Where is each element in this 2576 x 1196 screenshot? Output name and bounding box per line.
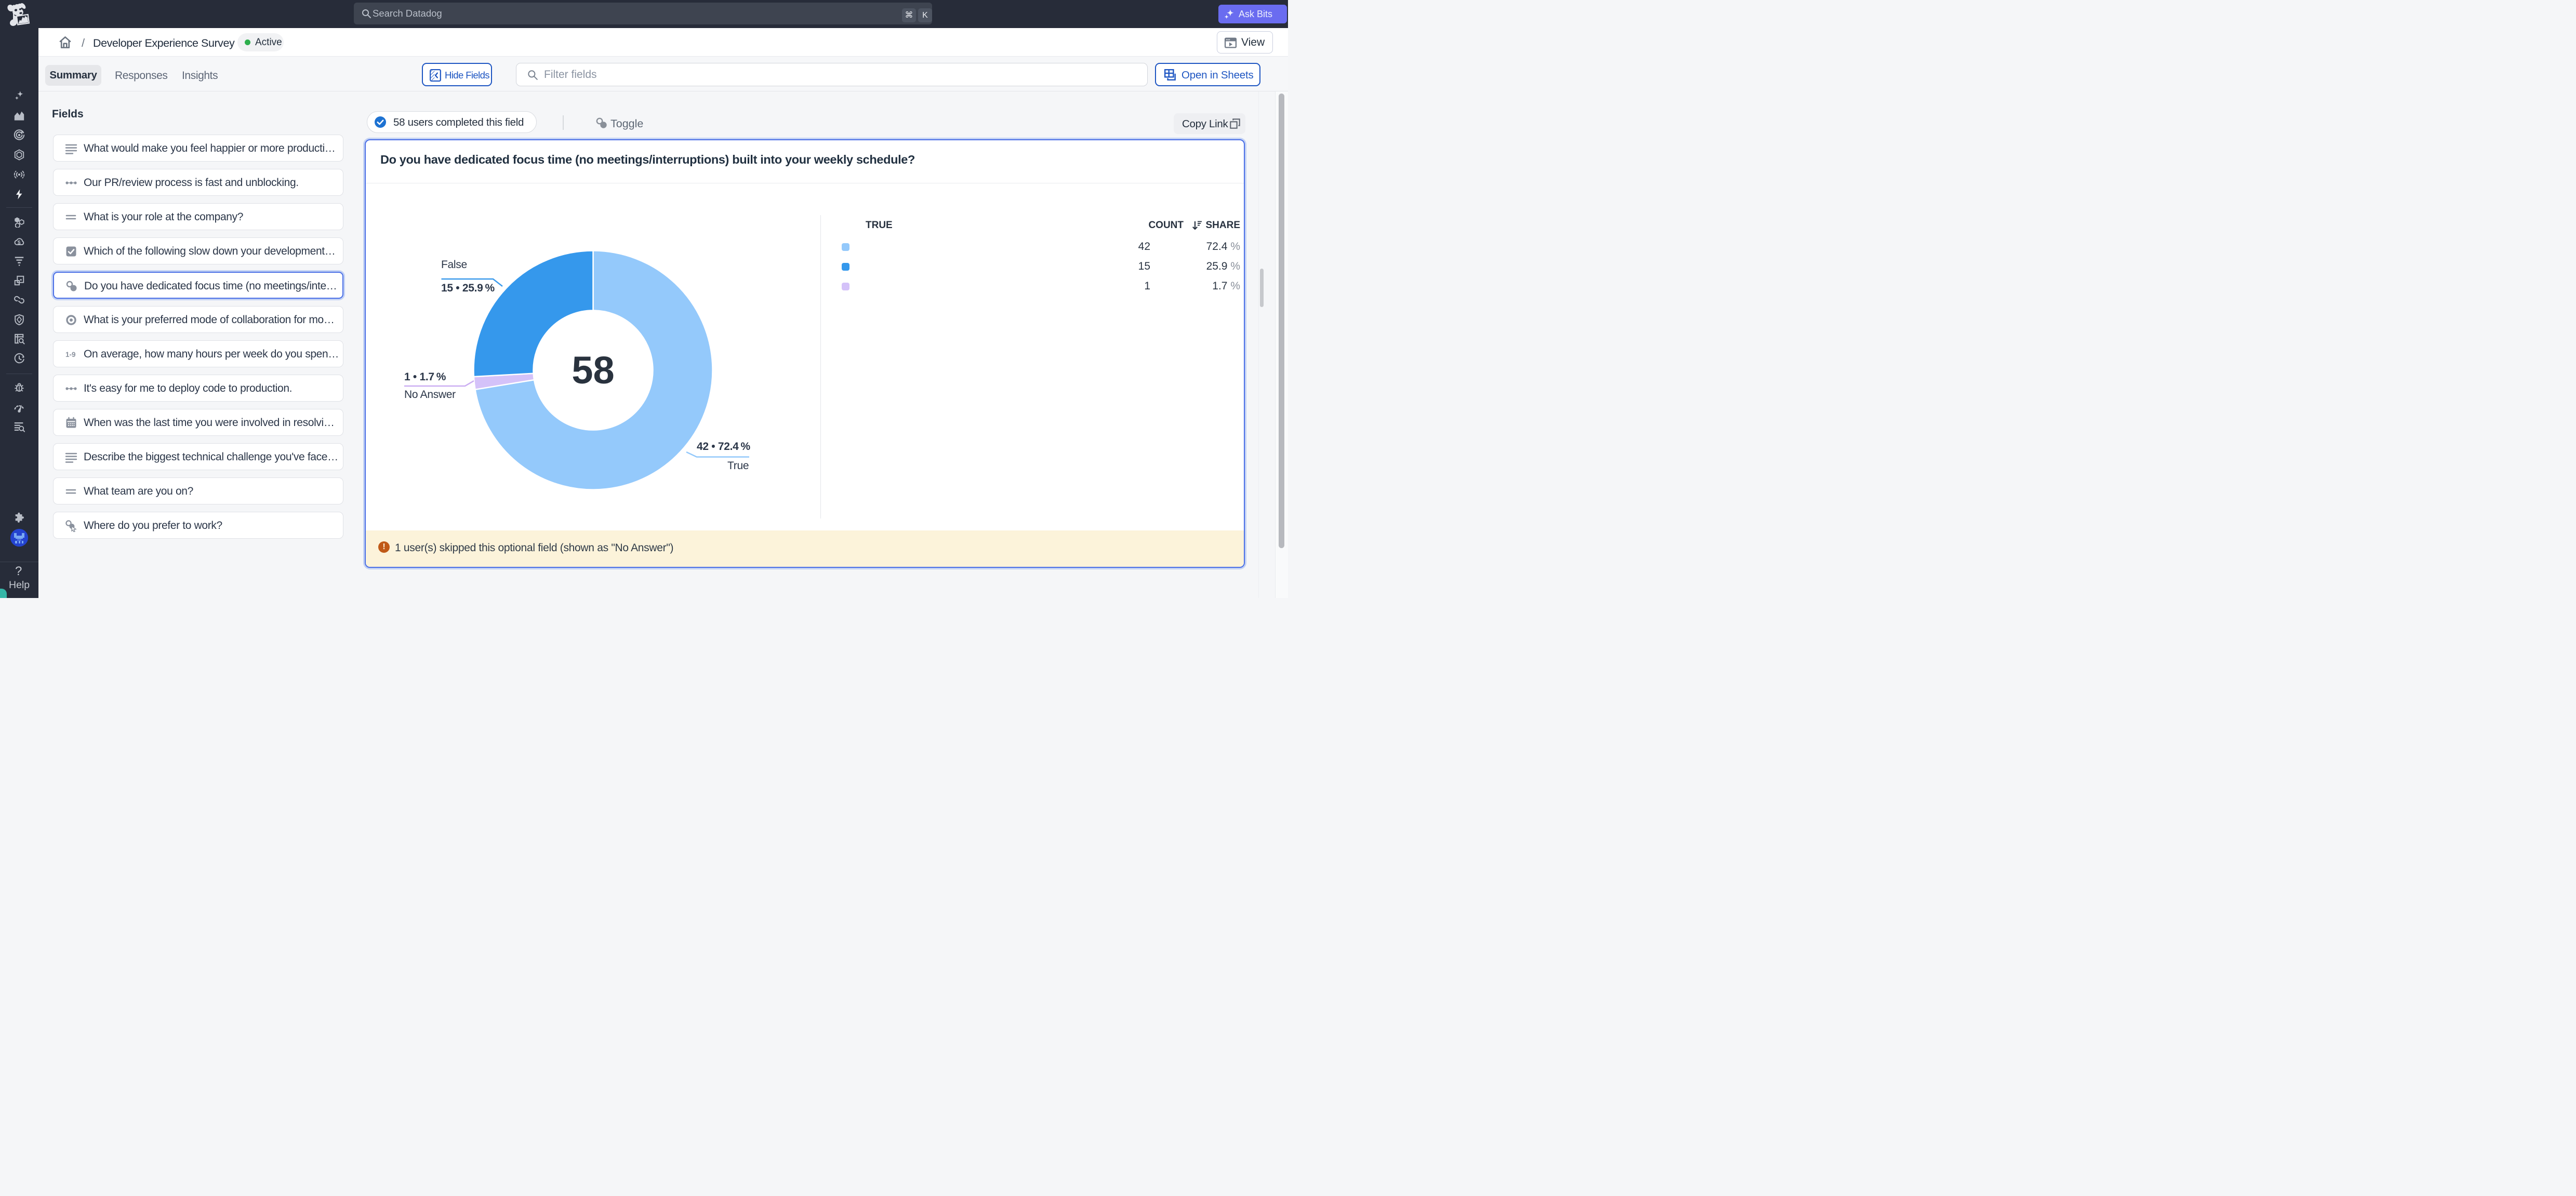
svg-text:1-9: 1-9	[65, 351, 76, 358]
svg-text:$: $	[18, 240, 21, 246]
